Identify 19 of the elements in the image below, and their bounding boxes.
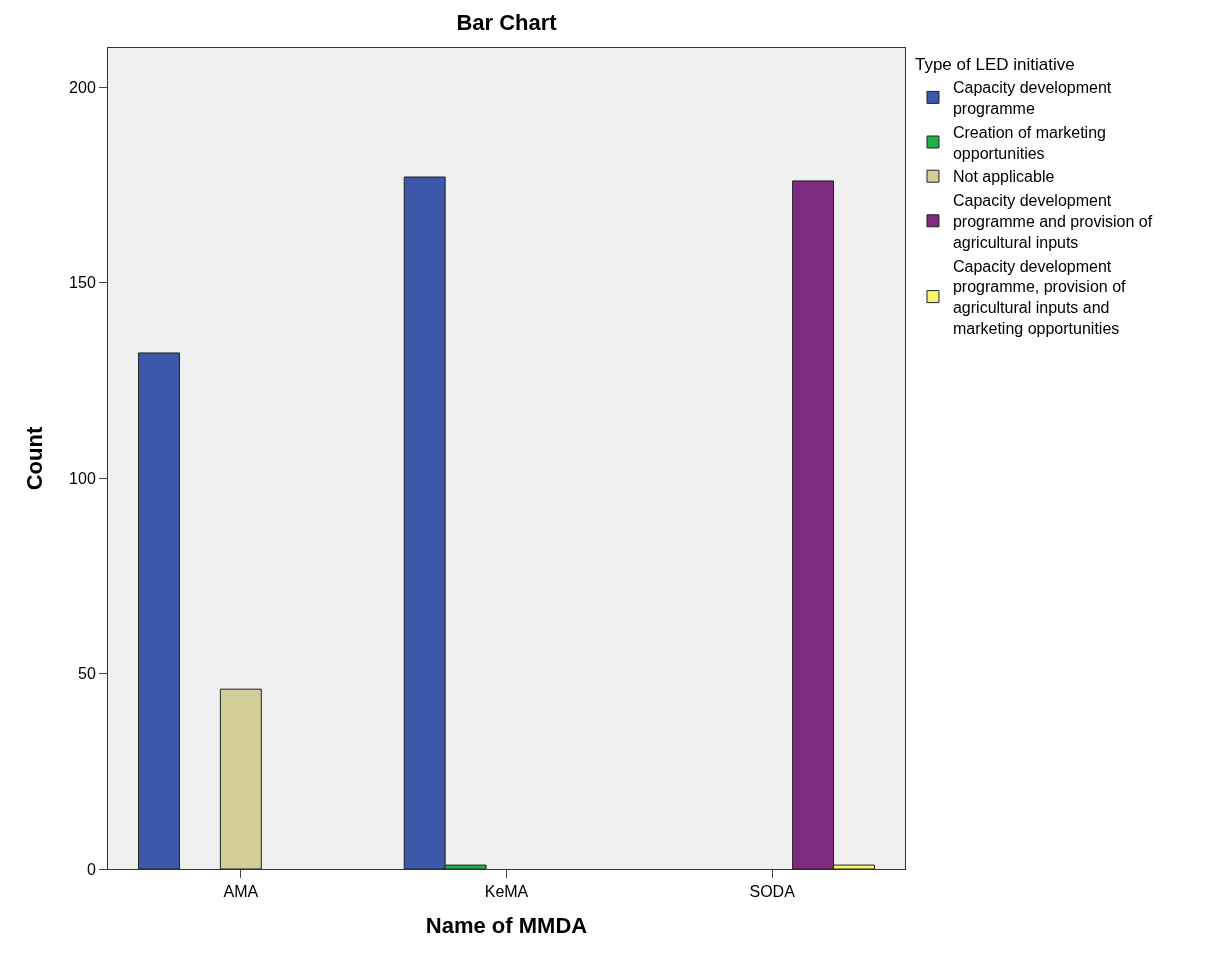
y-axis-title: Count — [21, 426, 47, 491]
y-tick-label: 100 — [69, 469, 96, 487]
y-tick-label: 200 — [69, 78, 96, 96]
legend-label: Capacity development programme, provision of agricultural inputs and marketing opportunities — [952, 257, 1127, 338]
x-tick-label: SODA — [749, 883, 796, 901]
legend-label: Not applicable — [952, 168, 1055, 186]
x-tick-label: AMA — [223, 883, 259, 901]
legend-label: Capacity development programme and provision of agricultural inputs — [952, 192, 1153, 251]
y-tick-label: 50 — [78, 665, 96, 683]
bar — [219, 688, 262, 869]
x-tick-label: KeMA — [484, 883, 529, 901]
bar — [138, 352, 180, 869]
chart-title: Bar Chart — [456, 9, 558, 35]
legend-label: Capacity development programme — [952, 79, 1112, 118]
legend-title: Type of LED initiative — [914, 55, 1075, 75]
y-tick-label: 0 — [86, 860, 96, 878]
x-axis-title: Name of MMDA — [425, 913, 588, 939]
legend-label: Creation of marketing opportunities — [952, 123, 1106, 162]
y-tick-label: 150 — [69, 274, 96, 292]
